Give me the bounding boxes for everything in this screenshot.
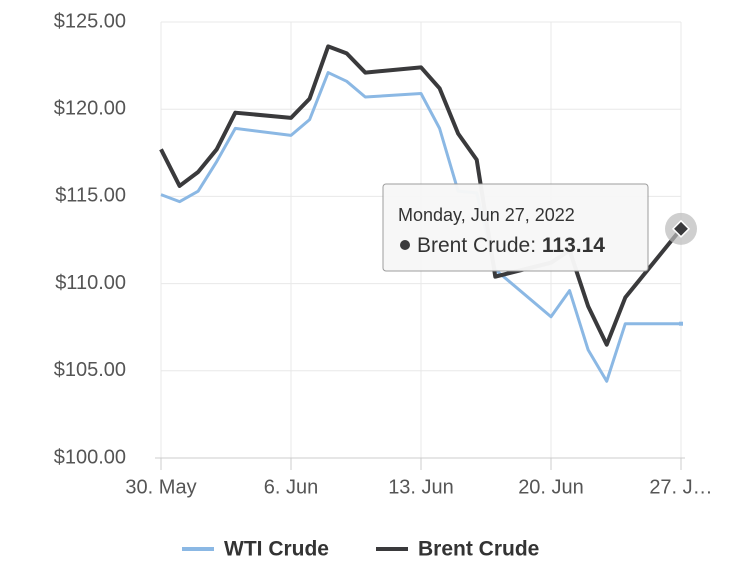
- legend-label: Brent Crude: [418, 538, 539, 561]
- tooltip-value: 113.14: [542, 234, 605, 257]
- tooltip-box: [382, 183, 649, 272]
- x-tick-label: 13. Jun: [388, 476, 454, 498]
- x-tick-label: 27. J…: [649, 476, 712, 498]
- y-tick-label: $125.00: [54, 10, 126, 32]
- series-line: [160, 71, 681, 383]
- y-tick-label: $120.00: [54, 97, 126, 119]
- legend-label: WTI Crude: [224, 538, 329, 561]
- tooltip-date: Monday, Jun 27, 2022: [398, 205, 575, 225]
- y-tick-label: $115.00: [55, 185, 126, 207]
- y-tick-label: $100.00: [54, 446, 126, 468]
- tooltip-text: Brent Crude: 113.14: [417, 234, 605, 257]
- series-line: [159, 44, 683, 347]
- x-tick-label: 30. May: [125, 476, 196, 498]
- point-marker: [679, 321, 683, 326]
- hover-marker: [671, 219, 691, 238]
- y-tick-label: $110.00: [55, 272, 126, 294]
- x-tick-label: 20. Jun: [518, 476, 584, 498]
- tooltip-dot: [400, 240, 410, 250]
- tooltip-label: Brent Crude:: [417, 234, 536, 257]
- y-tick-label: $105.00: [54, 359, 126, 381]
- x-tick-label: 6. Jun: [264, 476, 318, 498]
